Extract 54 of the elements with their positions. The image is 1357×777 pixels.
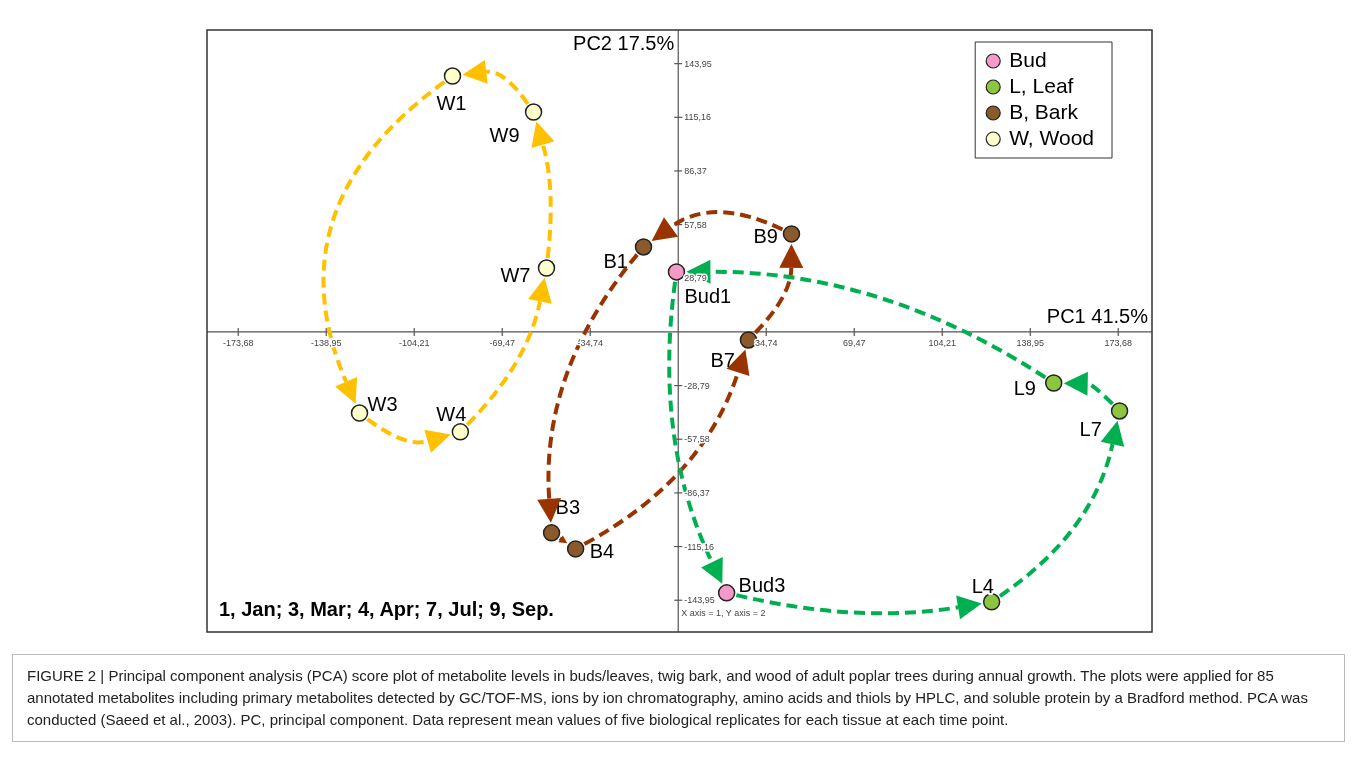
x-tick-label: 173,68: [1104, 337, 1133, 348]
legend-label: B, Bark: [1009, 99, 1079, 123]
point: [350, 404, 369, 422]
legend-label: L, Leaf: [1009, 73, 1074, 97]
point: [1110, 402, 1129, 420]
data-label: L4: [971, 575, 994, 598]
point: [537, 259, 556, 277]
y-tick-label: -86,37: [684, 487, 710, 498]
data-label: W9: [489, 123, 520, 146]
data-label: B4: [589, 540, 615, 563]
x-tick-label: 69,47: [842, 337, 866, 348]
x-tick-label: -69,47: [489, 337, 515, 348]
point: [982, 593, 1001, 611]
y-tick-label: 143,95: [684, 58, 712, 69]
point: [634, 238, 653, 256]
data-label: L7: [1079, 418, 1102, 441]
annotation: 1, Jan; 3, Mar; 4, Apr; 7, Jul; 9, Sep.: [219, 597, 554, 620]
point: [566, 540, 585, 558]
point: [667, 263, 686, 281]
x-tick-label: 34,74: [754, 337, 778, 348]
annotation: X axis = 1, Y axis = 2: [681, 608, 766, 618]
y-axis-title: PC2 17.5%: [573, 31, 675, 54]
legend-label: Bud: [1009, 47, 1047, 71]
y-tick-label: 86,37: [684, 165, 707, 176]
point: [542, 524, 561, 542]
data-label: B9: [753, 225, 778, 248]
point: [1044, 374, 1063, 392]
x-axis-title: PC1 41.5%: [1046, 305, 1149, 328]
data-label: L9: [1013, 376, 1036, 399]
x-tick-label: 138,95: [1016, 337, 1045, 348]
y-tick-label: -115,16: [684, 541, 715, 552]
point: [524, 103, 543, 121]
point: [451, 423, 470, 441]
data-label: W7: [500, 263, 531, 286]
data-label: W4: [436, 403, 467, 426]
x-tick-label: 104,21: [928, 337, 957, 348]
y-tick-label: 57,58: [684, 219, 707, 230]
point: [782, 225, 801, 243]
y-tick-label: -28,79: [684, 380, 710, 391]
point: [443, 67, 462, 85]
y-tick-label: 115,16: [684, 112, 712, 123]
data-label: Bud1: [684, 285, 732, 308]
legend-label: W, Wood: [1009, 125, 1094, 149]
data-label: B1: [603, 250, 628, 273]
data-label: B7: [710, 349, 735, 372]
data-label: Bud3: [738, 574, 786, 597]
y-tick-label: -143,95: [684, 595, 715, 606]
data-label: W3: [367, 392, 398, 415]
x-tick-label: -173,68: [222, 337, 254, 348]
x-tick-label: -138,95: [310, 337, 342, 348]
x-tick-label: -104,21: [398, 337, 430, 348]
caption: FIGURE 2 | Principal component analysis (PCA) score plot of metabolite levels in buds/leaves, twig bark, and wood of adult poplar trees during annual growth. The plots were applied for 85 annotated metabolites including primary metabolites detected by GC/TOF-MS, ions by ion chromatography, amino acids and thiols by HPLC, and soluble protein by a Bradford method. PCA was conducted (Saeed et al., 2003). PC, principal component. Data represent mean values of five biological replicates for each tissue at each time point.: [12, 654, 1345, 742]
point: [717, 584, 736, 602]
data-label: W1: [436, 91, 467, 114]
